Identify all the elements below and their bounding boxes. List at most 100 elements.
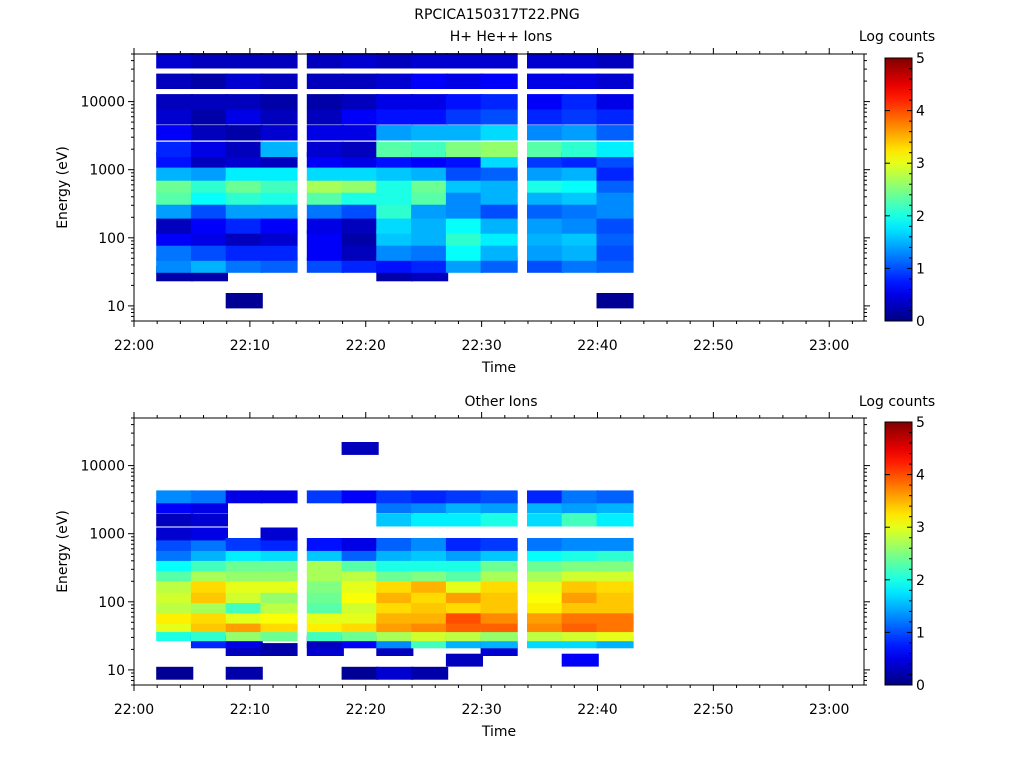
heatmap-cell — [341, 73, 379, 89]
heatmap-cell — [260, 490, 298, 504]
heatmap-cell — [156, 568, 194, 582]
heatmap-cell — [260, 527, 298, 541]
heatmap-cell — [156, 125, 194, 141]
heatmap-cell — [445, 94, 483, 110]
heatmap-cell — [306, 538, 344, 551]
heatmap-cell — [596, 548, 634, 561]
heatmap-cell — [596, 590, 634, 604]
heatmap-cell — [341, 257, 379, 273]
heatmap-cell — [527, 548, 565, 561]
heatmap-cell — [225, 590, 263, 604]
heatmap-cell — [225, 666, 263, 680]
heatmap-cell — [156, 94, 194, 110]
heatmap-cell — [561, 653, 599, 667]
heatmap-cell — [260, 230, 298, 246]
heatmap-cell — [306, 218, 344, 234]
x-tick-label: 22:20 — [346, 702, 386, 718]
heatmap-cell — [561, 141, 599, 158]
heatmap-cell — [561, 177, 599, 193]
colorbar-tick-label: 2 — [916, 573, 925, 589]
heatmap-cell — [527, 109, 565, 125]
x-tick-label: 22:30 — [461, 338, 501, 354]
heatmap-cell — [156, 579, 194, 593]
heatmap-cell — [561, 53, 599, 69]
heatmap-cell — [527, 513, 565, 527]
heatmap-cell — [411, 177, 449, 193]
heatmap-cell — [445, 610, 483, 624]
heatmap-cells — [156, 442, 634, 680]
heatmap-cell — [260, 245, 298, 261]
heatmap-cell — [376, 125, 414, 141]
heatmap-cell — [411, 590, 449, 604]
y-tick-label: 1000 — [89, 163, 125, 179]
heatmap-cell — [445, 109, 483, 125]
heatmap-cell — [156, 600, 194, 614]
heatmap-cell — [480, 73, 518, 89]
heatmap-cell — [480, 558, 518, 572]
heatmap-cell — [190, 141, 228, 158]
heatmap-cell — [306, 230, 344, 246]
heatmap-cell — [341, 141, 379, 158]
heatmap-cell — [480, 579, 518, 593]
heatmap-cell — [260, 579, 298, 593]
heatmap-cell — [376, 600, 414, 614]
heatmap-cell — [527, 590, 565, 604]
heatmap-cell — [480, 165, 518, 181]
heatmap-cell — [306, 73, 344, 89]
heatmap-cell — [411, 579, 449, 593]
x-tick-label: 22:50 — [693, 702, 733, 718]
heatmap-cell — [260, 189, 298, 205]
heatmap-cell — [306, 94, 344, 110]
heatmap-cell — [156, 165, 194, 181]
heatmap-cell — [376, 590, 414, 604]
plot-frame — [133, 417, 865, 686]
heatmap-cell — [480, 230, 518, 246]
heatmap-cell — [411, 53, 449, 69]
heatmap-cell — [225, 165, 263, 181]
colorbar-label: Log counts — [859, 394, 935, 410]
heatmap-cell — [445, 600, 483, 614]
heatmap-cell — [225, 490, 263, 504]
heatmap-cell — [480, 548, 518, 561]
heatmap-cell — [376, 218, 414, 234]
panel-1: 22:00 22:10 22:20 22:30 22:40 22:50 23:00 Time 1… — [55, 29, 935, 376]
heatmap-cell — [411, 500, 449, 514]
heatmap-cell — [225, 189, 263, 205]
heatmap-cell — [527, 177, 565, 193]
heatmap-cell — [411, 490, 449, 504]
heatmap-cell — [596, 189, 634, 205]
heatmap-cell — [561, 165, 599, 181]
heatmap-cell — [480, 53, 518, 69]
heatmap-cell — [156, 610, 194, 624]
heatmap-cell — [561, 109, 599, 125]
heatmap-cell — [376, 141, 414, 158]
heatmap-cell — [190, 109, 228, 125]
colorbar-tick-label: 0 — [916, 678, 925, 694]
heatmap-cell — [480, 490, 518, 504]
heatmap-cell — [225, 53, 263, 69]
heatmap-cell — [411, 666, 449, 680]
heatmap-cell — [156, 189, 194, 205]
colorbar-tick-label: 3 — [916, 156, 925, 172]
heatmap-cell — [190, 568, 228, 582]
heatmap-cell — [445, 538, 483, 551]
heatmap-cell — [376, 579, 414, 593]
heatmap-cell — [306, 579, 344, 593]
heatmap-cell — [480, 218, 518, 234]
heatmap-cell — [376, 189, 414, 205]
heatmap-cell — [260, 610, 298, 624]
heatmap-cell — [445, 568, 483, 582]
x-tick-label: 22:20 — [346, 338, 386, 354]
heatmap-cell — [190, 94, 228, 110]
heatmap-cell — [527, 125, 565, 141]
colorbar: 0 1 2 3 4 5 Log counts — [859, 29, 935, 330]
heatmap-cell — [445, 245, 483, 261]
heatmap-cell — [480, 600, 518, 614]
heatmap-cell — [341, 538, 379, 551]
heatmap-cell — [306, 600, 344, 614]
heatmap-cell — [156, 558, 194, 572]
heatmap-cell — [156, 538, 194, 551]
heatmap-cell — [596, 94, 634, 110]
heatmap-cell — [561, 230, 599, 246]
heatmap-cell — [411, 568, 449, 582]
